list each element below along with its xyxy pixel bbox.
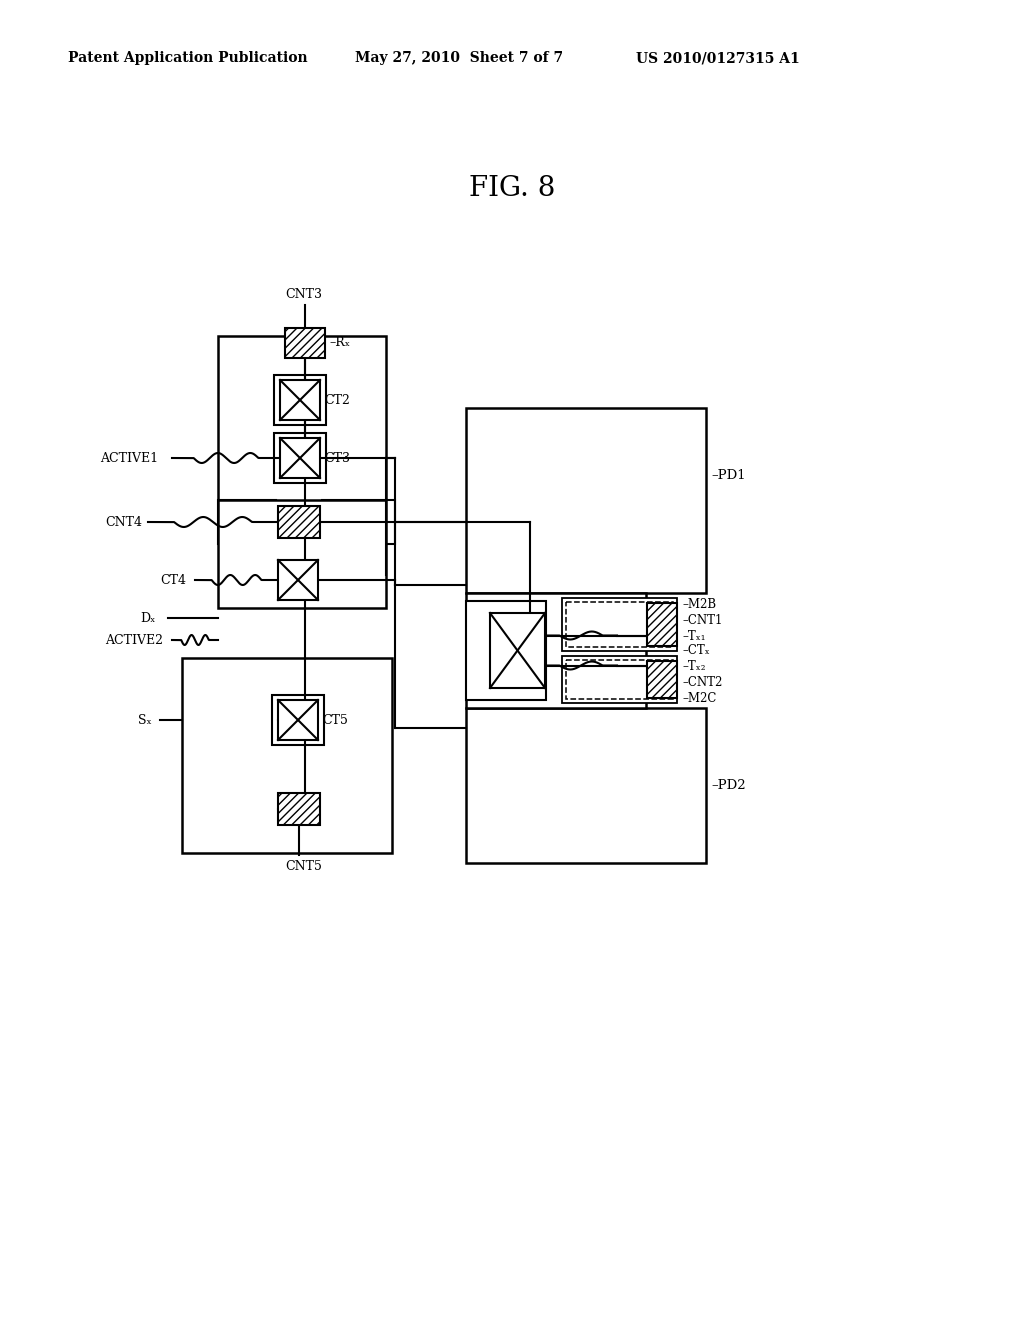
Text: CNT3: CNT3 <box>285 289 322 301</box>
Text: –Tₓ₂: –Tₓ₂ <box>682 660 706 673</box>
Text: Patent Application Publication: Patent Application Publication <box>68 51 307 65</box>
Bar <box>647 603 677 645</box>
Bar <box>490 612 545 688</box>
Bar <box>280 380 319 420</box>
Text: –M2B: –M2B <box>682 598 716 611</box>
Bar <box>466 601 546 700</box>
Bar <box>274 375 326 425</box>
Text: –PD1: –PD1 <box>711 469 745 482</box>
Bar <box>218 500 386 609</box>
Text: ACTIVE1: ACTIVE1 <box>100 451 158 465</box>
Bar <box>182 657 392 853</box>
Bar <box>280 438 319 478</box>
Text: –CNT1: –CNT1 <box>682 615 722 627</box>
Bar <box>562 656 677 704</box>
Text: CT3: CT3 <box>324 451 350 465</box>
Bar <box>647 660 677 698</box>
Bar <box>566 660 673 700</box>
Text: –Rₓ: –Rₓ <box>329 337 350 350</box>
Text: Dₓ: Dₓ <box>140 611 156 624</box>
Bar <box>218 337 386 508</box>
Bar <box>278 700 318 741</box>
Bar <box>272 554 324 605</box>
Text: –Tₓ₁: –Tₓ₁ <box>682 631 706 644</box>
Text: US 2010/0127315 A1: US 2010/0127315 A1 <box>636 51 800 65</box>
Bar <box>322 500 395 544</box>
Bar <box>272 696 324 744</box>
Bar <box>566 602 673 647</box>
Bar <box>466 408 706 593</box>
Text: FIG. 8: FIG. 8 <box>469 174 555 202</box>
Text: CNT5: CNT5 <box>285 861 322 874</box>
Text: CT4: CT4 <box>160 573 186 586</box>
Text: –CTₓ: –CTₓ <box>682 644 710 657</box>
Text: –M2C: –M2C <box>682 692 717 705</box>
Text: May 27, 2010  Sheet 7 of 7: May 27, 2010 Sheet 7 of 7 <box>355 51 563 65</box>
Text: CNT4: CNT4 <box>105 516 142 528</box>
Text: ACTIVE2: ACTIVE2 <box>105 634 163 647</box>
Text: –PD2: –PD2 <box>711 779 745 792</box>
Bar <box>278 506 319 539</box>
Bar <box>562 598 677 651</box>
Bar <box>218 500 276 544</box>
Text: CT2: CT2 <box>324 393 350 407</box>
Bar <box>278 560 318 601</box>
Bar <box>466 708 706 863</box>
Text: –CNT2: –CNT2 <box>682 676 722 689</box>
Bar <box>274 433 326 483</box>
Text: Sₓ: Sₓ <box>138 714 152 726</box>
Bar <box>278 793 319 825</box>
Text: CT5: CT5 <box>322 714 348 726</box>
Bar <box>466 593 646 708</box>
Bar <box>285 327 325 358</box>
